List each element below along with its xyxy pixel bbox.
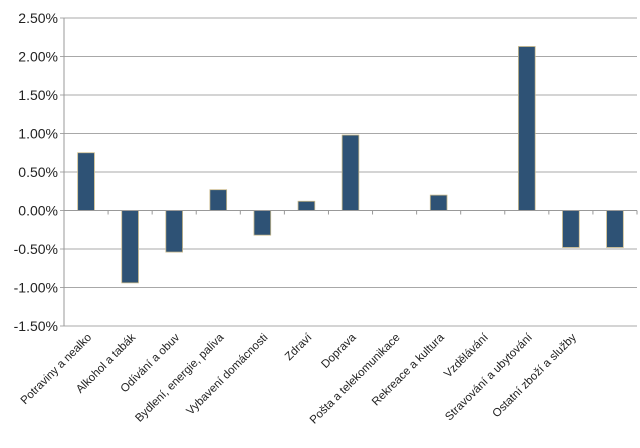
bar: [209, 189, 228, 211]
x-tick-label: Doprava: [319, 331, 359, 371]
y-tick-label: 1.50%: [18, 87, 58, 103]
bar: [121, 210, 139, 284]
x-tick-label: Vybavení domácnosti: [185, 332, 271, 418]
x-tick-label: Ostatní zboží a služby: [491, 331, 580, 420]
y-tick-label: -0.50%: [14, 241, 58, 257]
axes: [63, 18, 638, 326]
y-tick-label: 2.50%: [18, 10, 58, 26]
bar: [606, 210, 624, 248]
x-tick-label: Stravování a ubytování: [443, 331, 535, 423]
y-tick-label: -1.50%: [14, 318, 58, 334]
bar: [518, 46, 536, 211]
x-tick-label: Pošta a telekomunikace: [308, 332, 403, 427]
bars: [77, 46, 624, 284]
x-tick-label: Rekreace a kultura: [370, 331, 447, 408]
bar: [297, 200, 316, 211]
x-tick-label: Zdraví: [283, 331, 315, 363]
y-tick-label: 0.00%: [18, 203, 58, 219]
bar: [77, 152, 95, 211]
y-tick-label: 2.00%: [18, 49, 58, 65]
x-tick-label: Bydlení, energie, paliva: [133, 331, 226, 424]
y-tick-label: -1.00%: [14, 280, 58, 296]
x-tick-label: Potraviny a nealko: [19, 332, 94, 407]
bar: [429, 194, 448, 211]
bar: [341, 134, 360, 211]
y-tick-label: 1.00%: [18, 126, 58, 142]
bar: [253, 210, 272, 236]
bar: [562, 210, 580, 248]
bar: [165, 210, 183, 253]
y-tick-label: 0.50%: [18, 164, 58, 180]
y-axis-tick-labels: 2.50% 2.00% 1.50% 1.00% 0.50% 0.00% -0.50% -1.0…: [14, 10, 58, 334]
